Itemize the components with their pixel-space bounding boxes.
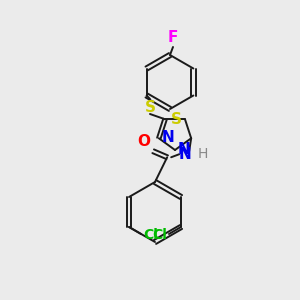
Text: Cl: Cl <box>152 228 167 242</box>
Text: S: S <box>145 100 155 116</box>
Text: F: F <box>168 30 178 45</box>
Text: S: S <box>171 112 182 127</box>
Text: H: H <box>197 147 208 161</box>
Text: O: O <box>137 134 150 149</box>
Text: N: N <box>162 130 175 145</box>
Text: N: N <box>179 147 191 162</box>
Text: N: N <box>178 142 191 158</box>
Text: Cl: Cl <box>143 228 158 242</box>
